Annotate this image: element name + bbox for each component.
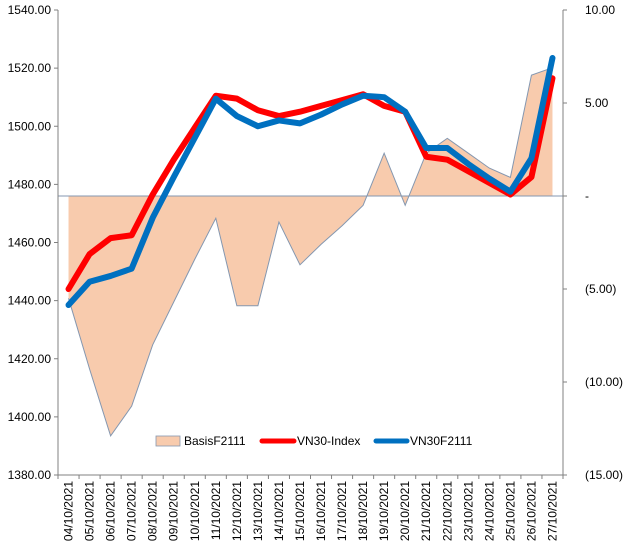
legend: BasisF2111 VN30-Index VN30F2111 <box>155 434 473 448</box>
x-tick-label: 23/10/2021 <box>461 481 475 541</box>
legend-entry-vn30-index: VN30-Index <box>259 434 360 448</box>
right-tick-label: (5.00) <box>585 282 616 296</box>
left-tick-label: 1520.00 <box>8 61 52 75</box>
left-tick-label: 1420.00 <box>8 352 52 366</box>
left-tick-label: 1440.00 <box>8 294 52 308</box>
x-tick-label: 21/10/2021 <box>419 481 433 541</box>
right-tick-label: (10.00) <box>585 375 623 389</box>
right-tick-label: - <box>585 189 589 203</box>
x-tick-label: 13/10/2021 <box>251 481 265 541</box>
x-tick-label: 12/10/2021 <box>230 481 244 541</box>
legend-entry-basis: BasisF2111 <box>155 434 246 448</box>
basis-area-outline <box>68 67 553 438</box>
right-tick-label: 10.00 <box>585 3 615 17</box>
x-tick-label: 14/10/2021 <box>272 481 286 541</box>
x-tick-label: 09/10/2021 <box>167 481 181 541</box>
x-tick-label: 18/10/2021 <box>356 481 370 541</box>
legend-label-vn30f2111: VN30F2111 <box>410 434 473 448</box>
x-tick-label: 20/10/2021 <box>398 481 412 541</box>
left-tick-label: 1460.00 <box>8 236 52 250</box>
series-line-vn30-index <box>65 75 556 292</box>
x-tick-label: 26/10/2021 <box>524 481 538 541</box>
x-tick-label: 16/10/2021 <box>314 481 328 541</box>
axes-layer <box>54 9 567 479</box>
x-tick-label: 04/10/2021 <box>62 481 76 541</box>
x-tick-label: 08/10/2021 <box>146 481 160 541</box>
legend-label-vn30-index: VN30-Index <box>297 434 360 448</box>
x-tick-label: 17/10/2021 <box>335 481 349 541</box>
x-tick-label: 06/10/2021 <box>104 481 118 541</box>
x-tick-label: 15/10/2021 <box>293 481 307 541</box>
x-tick-label: 19/10/2021 <box>377 481 391 541</box>
x-tick-label: 22/10/2021 <box>440 481 454 541</box>
x-tick-label: 24/10/2021 <box>482 481 496 541</box>
legend-entry-vn30f2111: VN30F2111 <box>373 434 473 448</box>
x-tick-label: 07/10/2021 <box>125 481 139 541</box>
x-tick-label: 10/10/2021 <box>188 481 202 541</box>
lines-layer <box>65 54 556 308</box>
x-tick-label: 11/10/2021 <box>209 481 223 540</box>
left-tick-label: 1480.00 <box>8 177 52 191</box>
legend-label-basis: BasisF2111 <box>184 434 246 448</box>
left-tick-label: 1380.00 <box>8 468 52 482</box>
legend-swatch-basis <box>155 435 181 447</box>
right-tick-label: (15.00) <box>585 468 623 482</box>
x-tick-label: 05/10/2021 <box>83 481 97 541</box>
x-tick-label: 25/10/2021 <box>503 481 517 541</box>
right-tick-label: 5.00 <box>585 96 609 110</box>
left-tick-label: 1400.00 <box>8 410 52 424</box>
tick-labels-layer: 1380.00 1400.00 1420.00 1440.00 1460.00 1480.… <box>8 3 623 541</box>
left-tick-label: 1500.00 <box>8 119 52 133</box>
series-line-vn30f2111 <box>65 54 556 308</box>
x-tick-label: 27/10/2021 <box>545 481 559 541</box>
left-tick-label: 1540.00 <box>8 3 52 17</box>
